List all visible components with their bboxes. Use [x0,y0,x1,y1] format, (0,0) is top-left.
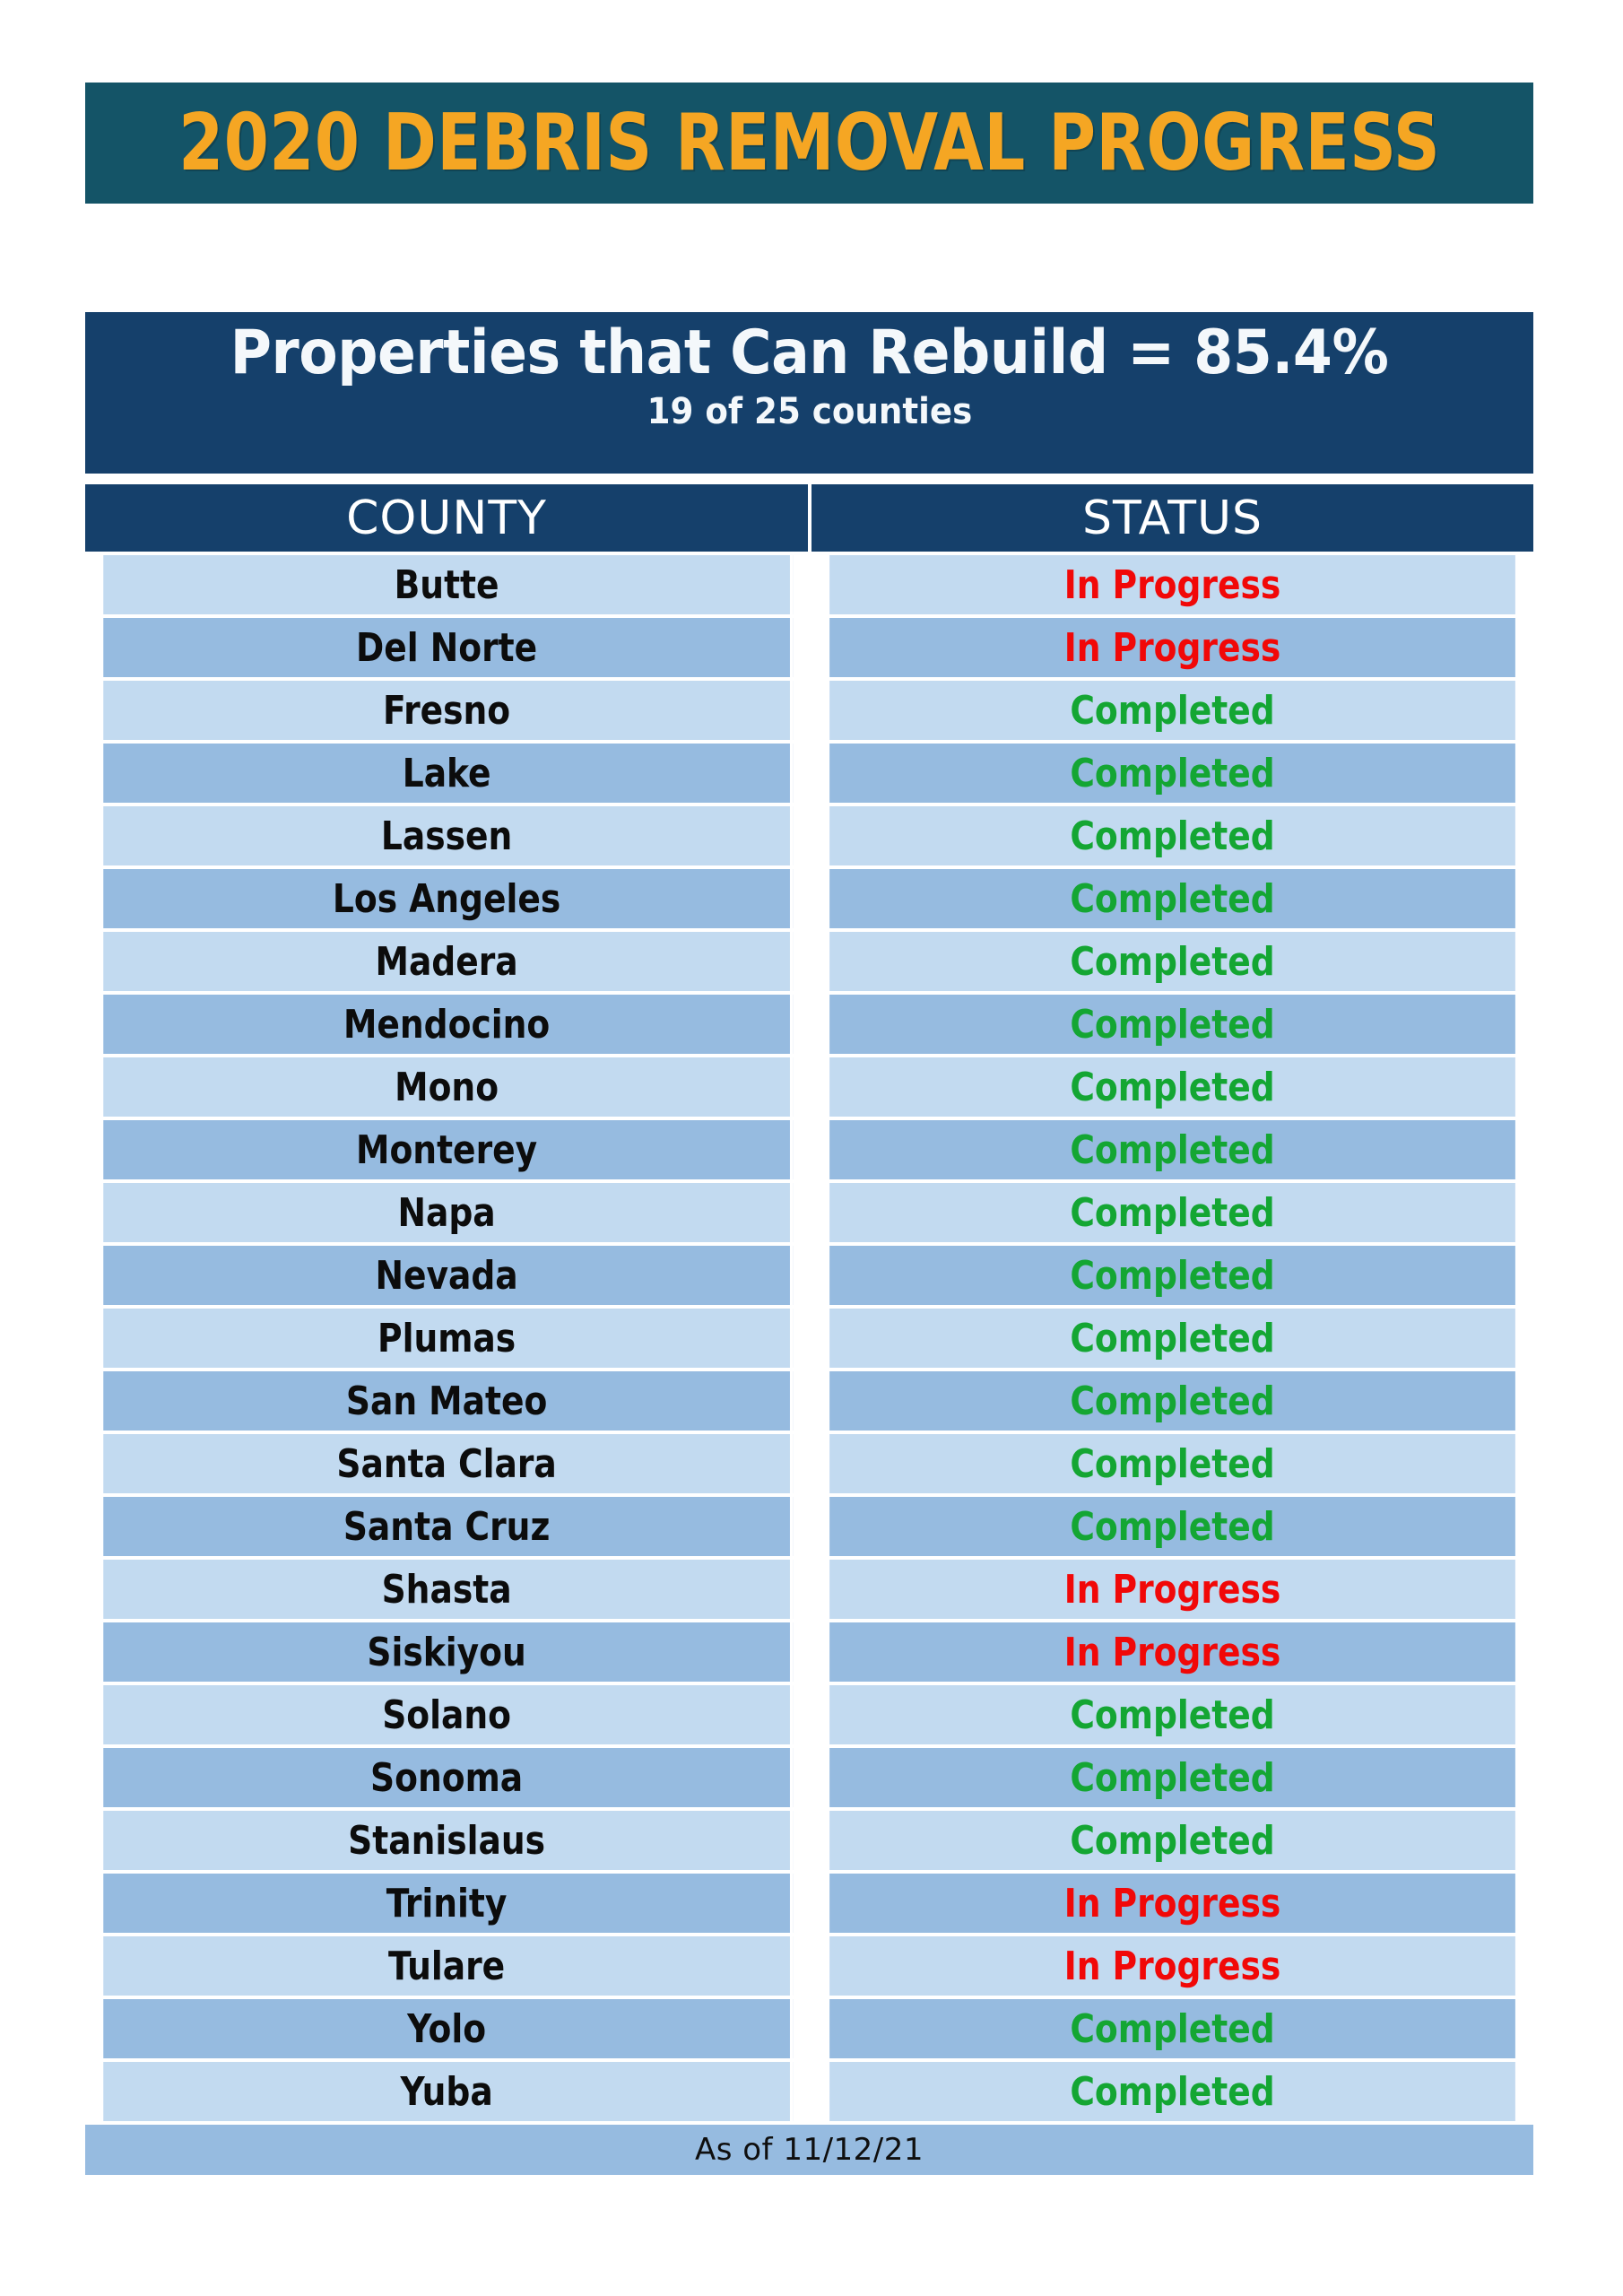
table-row: Lake Completed [85,744,1533,803]
table-footer-row: As of 11/12/21 [85,2125,1533,2175]
cell-status: Completed [829,932,1515,991]
cell-county: Madera [103,932,794,991]
cell-county: Shasta [103,1560,794,1619]
cell-status: Completed [829,1371,1515,1431]
cell-county: Nevada [103,1246,794,1305]
table-body: Butte In Progress Del Norte In Progress Fres… [85,555,1533,2121]
cell-status: In Progress [829,618,1515,677]
table-row: Yolo Completed [85,1999,1533,2058]
table-row: Shasta In Progress [85,1560,1533,1619]
summary-headline: Properties that Can Rebuild = 85.4% [230,317,1389,388]
cell-status: Completed [829,1434,1515,1493]
cell-status: Completed [829,1057,1515,1117]
cell-county: Monterey [103,1120,794,1179]
cell-county: Santa Clara [103,1434,794,1493]
cell-county: Sonoma [103,1748,794,1807]
column-header-status: STATUS [812,484,1533,552]
cell-status: Completed [829,681,1515,740]
title-banner: 2020 DEBRIS REMOVAL PROGRESS [85,83,1533,204]
column-header-county: COUNTY [85,484,812,552]
cell-county: Solano [103,1685,794,1744]
cell-county: Los Angeles [103,869,794,928]
table-row: Madera Completed [85,932,1533,991]
cell-county: Mendocino [103,995,794,1054]
cell-county: Plumas [103,1309,794,1368]
table-row: Solano Completed [85,1685,1533,1744]
cell-status: In Progress [829,1560,1515,1619]
cell-status: Completed [829,1748,1515,1807]
cell-county: Fresno [103,681,794,740]
cell-status: Completed [829,1685,1515,1744]
summary-banner: Properties that Can Rebuild = 85.4% 19 o… [85,312,1533,474]
cell-county: Trinity [103,1874,794,1933]
cell-county: Lassen [103,806,794,865]
table-row: Mono Completed [85,1057,1533,1117]
table-row: Los Angeles Completed [85,869,1533,928]
cell-status: In Progress [829,555,1515,614]
cell-county: Yuba [103,2062,794,2121]
cell-status: Completed [829,1183,1515,1242]
table-row: Del Norte In Progress [85,618,1533,677]
cell-county: San Mateo [103,1371,794,1431]
cell-status: Completed [829,1246,1515,1305]
cell-county: Napa [103,1183,794,1242]
cell-status: Completed [829,869,1515,928]
cell-county: Santa Cruz [103,1497,794,1556]
cell-status: Completed [829,995,1515,1054]
table-row: Napa Completed [85,1183,1533,1242]
cell-status: Completed [829,806,1515,865]
table-row: Yuba Completed [85,2062,1533,2121]
cell-status: Completed [829,744,1515,803]
as-of-date: As of 11/12/21 [85,2125,1533,2175]
summary-subline: 19 of 25 counties [647,391,972,433]
table-row: Plumas Completed [85,1309,1533,1368]
table-row: Mendocino Completed [85,995,1533,1054]
table-row: Trinity In Progress [85,1874,1533,1933]
table-row: Lassen Completed [85,806,1533,865]
cell-county: Yolo [103,1999,794,2058]
page-title: 2020 DEBRIS REMOVAL PROGRESS [178,97,1441,188]
table-row: Tulare In Progress [85,1936,1533,1996]
table-row: Sonoma Completed [85,1748,1533,1807]
cell-status: Completed [829,1497,1515,1556]
table-row: Nevada Completed [85,1246,1533,1305]
cell-county: Siskiyou [103,1622,794,1682]
cell-county: Mono [103,1057,794,1117]
cell-status: Completed [829,1811,1515,1870]
table-row: San Mateo Completed [85,1371,1533,1431]
cell-county: Tulare [103,1936,794,1996]
cell-county: Butte [103,555,794,614]
table-row: Santa Clara Completed [85,1434,1533,1493]
cell-county: Stanislaus [103,1811,794,1870]
table-row: Butte In Progress [85,555,1533,614]
cell-status: Completed [829,1999,1515,2058]
county-status-table: COUNTY STATUS Butte In Progress Del Norte I… [85,484,1533,2175]
cell-status: In Progress [829,1874,1515,1933]
cell-status: In Progress [829,1936,1515,1996]
cell-county: Lake [103,744,794,803]
cell-status: Completed [829,2062,1515,2121]
cell-county: Del Norte [103,618,794,677]
cell-status: Completed [829,1309,1515,1368]
table-row: Monterey Completed [85,1120,1533,1179]
table-row: Santa Cruz Completed [85,1497,1533,1556]
cell-status: In Progress [829,1622,1515,1682]
table-header-row: COUNTY STATUS [85,484,1533,552]
table-row: Stanislaus Completed [85,1811,1533,1870]
table-row: Fresno Completed [85,681,1533,740]
cell-status: Completed [829,1120,1515,1179]
table-row: Siskiyou In Progress [85,1622,1533,1682]
